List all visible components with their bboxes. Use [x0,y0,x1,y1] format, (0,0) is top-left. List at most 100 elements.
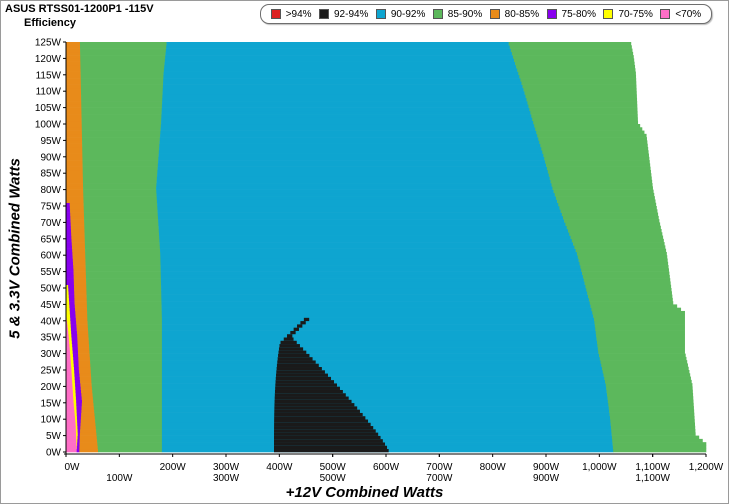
heatmap-cell [72,353,79,358]
heatmap-cell [546,166,651,171]
x-tick-label: 1,100W [635,462,670,473]
heatmap-cell [81,120,162,125]
heatmap-cell [70,225,85,230]
heatmap-cell [74,297,87,302]
heatmap-cell [161,412,610,417]
y-tick-label: 105W [35,103,62,114]
heatmap-cell [82,173,158,177]
heatmap-cell [66,432,77,436]
y-tick-label: 75W [40,202,61,213]
heatmap-cell [66,202,71,207]
heatmap-cell [85,251,161,256]
heatmap-cell [66,310,71,315]
heatmap-cell [71,370,75,374]
heatmap-cell [595,330,685,335]
heatmap-cell [161,406,610,410]
heatmap-cell [287,333,293,338]
heatmap-cell [276,370,325,374]
heatmap-cell [274,415,366,420]
heatmap-cell [79,445,98,450]
heatmap-cell [66,366,72,371]
heatmap-cell [160,274,584,279]
heatmap-cell [76,445,80,450]
heatmap-cell [161,284,586,289]
heatmap-cell [518,71,636,76]
heatmap-cell [85,271,162,276]
heatmap-cell [161,376,605,381]
heatmap-cell [77,442,80,446]
heatmap-cell [528,104,638,108]
heatmap-cell [606,389,693,394]
heatmap-cell [71,245,86,249]
heatmap-cell [279,343,300,348]
x-tick-label: 900W [533,473,560,484]
heatmap-cell [83,189,157,194]
heatmap-cell [536,130,645,135]
heatmap-cell [66,130,83,135]
heatmap-cell [93,402,163,407]
y-tick-label: 110W [36,87,62,98]
y-tick-label: 65W [40,234,61,245]
legend-item: <70% [660,9,701,20]
heatmap-cell [157,163,547,167]
heatmap-cell [300,320,306,325]
heatmap-cell [87,307,162,312]
heatmap-cell [161,294,589,299]
y-tick-label: 115W [36,70,62,81]
heatmap-cell [161,320,595,325]
y-tick-label: 35W [40,333,61,344]
heatmap-cell [160,255,579,259]
heatmap-cell [532,117,638,122]
heatmap-cell [81,110,162,115]
heatmap-cell [66,376,73,381]
heatmap-cell [66,406,75,410]
heatmap-cell [66,206,71,210]
heatmap-cell [66,409,75,413]
heatmap-cell [561,212,659,217]
heatmap-cell [98,448,163,453]
heatmap-cell [580,265,669,269]
heatmap-cell [66,58,81,62]
y-tick-label: 40W [40,316,61,327]
heatmap-cell [161,327,596,331]
heatmap-cell [66,284,69,289]
heatmap-cell [158,219,565,223]
heatmap-cell [91,383,163,387]
heatmap-cell [66,370,72,374]
heatmap-cell [157,206,560,210]
heatmap-cell [78,356,91,361]
heatmap-cell [75,429,78,433]
heatmap-cell [66,386,73,390]
heatmap-cell [82,137,161,141]
heatmap-cell [73,274,87,279]
heatmap-cell [80,58,166,62]
heatmap-cell [160,271,583,276]
heatmap-cell [158,150,543,154]
heatmap-cell [72,255,86,259]
heatmap-cell [579,261,669,266]
heatmap-cell [66,97,82,102]
heatmap-cell [84,242,160,246]
heatmap-cell [70,314,76,318]
heatmap-cell [544,156,650,161]
heatmap-cell [521,81,637,85]
heatmap-cell [526,97,638,102]
heatmap-cell [589,301,674,305]
heatmap-cell [66,94,82,99]
heatmap-cell [161,356,601,361]
heatmap-cell [76,435,78,440]
legend-label: 85-90% [447,8,483,20]
heatmap-cell [165,51,513,56]
legend-swatch [318,9,329,19]
heatmap-cell [158,160,546,164]
y-tick-label: 20W [40,382,61,393]
heatmap-cell [157,209,561,213]
heatmap-cell [66,232,72,236]
legend-swatch [270,9,281,19]
heatmap-cell [162,91,525,95]
heatmap-cell [83,212,159,217]
heatmap-cell [67,320,71,325]
heatmap-cell [74,288,87,292]
heatmap-cell [90,373,163,377]
heatmap-cell [569,232,663,236]
